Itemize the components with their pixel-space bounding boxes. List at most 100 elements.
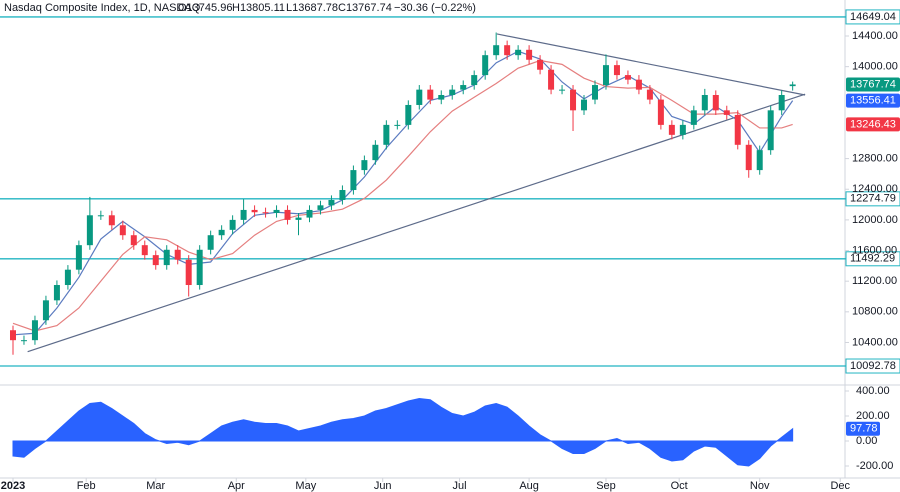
candle-body xyxy=(690,110,697,125)
x-tick-label: Jul xyxy=(453,480,467,492)
candle xyxy=(64,265,71,290)
candle xyxy=(657,95,664,130)
ohlc-high: H13805.11 xyxy=(232,2,285,14)
candle-body xyxy=(42,300,49,321)
x-tick-label: Sep xyxy=(596,480,616,492)
candle xyxy=(405,100,412,130)
candle xyxy=(767,105,774,155)
ohlc-close: C13767.74 xyxy=(338,2,392,14)
candle-body xyxy=(405,104,412,125)
candle-body xyxy=(624,75,631,80)
osc-y-tick-label: 0.00 xyxy=(856,435,877,447)
candle xyxy=(152,250,159,270)
candle-body xyxy=(163,249,170,266)
candle-body xyxy=(493,45,500,56)
candle-body xyxy=(778,95,785,111)
ohlc-low: L13687.78 xyxy=(286,2,338,14)
osc-badge-label: 97.78 xyxy=(850,423,878,435)
x-tick-label: Oct xyxy=(671,480,688,492)
x-tick-label: Mar xyxy=(146,480,165,492)
candle-body xyxy=(767,110,774,151)
candle-body xyxy=(207,235,214,250)
level-label-box xyxy=(845,9,900,25)
candle xyxy=(394,120,401,130)
y-tick-label: 14400.00 xyxy=(852,30,898,42)
candle xyxy=(185,255,192,297)
x-tick-label: Apr xyxy=(228,480,245,492)
candle-body xyxy=(31,320,38,341)
candle-body xyxy=(613,65,620,76)
candle xyxy=(328,195,335,210)
candle xyxy=(756,145,763,175)
x-tick-label: 2023 xyxy=(1,480,25,492)
price-badge xyxy=(846,77,900,92)
level-label: 12274.79 xyxy=(850,193,896,205)
candle xyxy=(581,95,588,115)
candle-body xyxy=(416,89,423,105)
candle xyxy=(31,315,38,345)
candle xyxy=(460,80,467,95)
candle-body xyxy=(152,255,159,266)
candle xyxy=(273,205,280,218)
candle-body xyxy=(328,199,335,206)
candle-body xyxy=(20,340,27,342)
candle xyxy=(251,205,258,217)
candle xyxy=(679,120,686,140)
candle xyxy=(570,85,577,132)
candle-body xyxy=(789,84,796,87)
candle xyxy=(372,140,379,165)
candle xyxy=(438,90,445,105)
candle-body xyxy=(229,219,236,230)
candle xyxy=(141,240,148,260)
candle-body xyxy=(657,99,664,125)
candle-body xyxy=(218,229,225,236)
candle-body xyxy=(570,89,577,111)
y-tick-label: 14000.00 xyxy=(852,61,898,73)
y-tick-label: 12400.00 xyxy=(852,183,898,195)
candle xyxy=(668,120,675,140)
candle xyxy=(613,60,620,80)
candle-body xyxy=(240,209,247,220)
candle xyxy=(383,120,390,150)
candle xyxy=(526,45,533,65)
candle xyxy=(690,105,697,130)
candle xyxy=(548,65,555,95)
x-tick-label: Dec xyxy=(830,480,850,492)
candle-body xyxy=(9,330,16,341)
candle-body xyxy=(745,144,752,171)
candle xyxy=(602,54,609,90)
ohlc-open: O13745.96 xyxy=(178,2,232,14)
candle-body xyxy=(306,209,313,218)
candle-body xyxy=(438,95,445,100)
y-tick-label: 10400.00 xyxy=(852,336,898,348)
candle xyxy=(174,245,181,265)
candle-body xyxy=(130,235,137,246)
candle-body xyxy=(756,150,763,171)
candle-body xyxy=(262,212,269,214)
candle xyxy=(119,220,126,240)
osc-badge xyxy=(846,421,880,436)
candle-body xyxy=(712,95,719,111)
candle xyxy=(163,245,170,270)
candle-body xyxy=(526,49,533,60)
candle xyxy=(20,335,27,345)
candle-body xyxy=(75,245,82,270)
level-label-box xyxy=(845,251,900,267)
candle-body xyxy=(185,259,192,286)
level-label-box xyxy=(845,358,900,374)
candle-body xyxy=(394,124,401,126)
candle xyxy=(75,240,82,275)
candle xyxy=(591,80,598,105)
candle xyxy=(712,90,719,115)
candle-body xyxy=(64,269,71,286)
candle xyxy=(97,210,104,220)
candle-body xyxy=(350,170,357,191)
candle xyxy=(207,230,214,255)
price-badge xyxy=(846,117,900,132)
candle xyxy=(108,210,115,230)
candle xyxy=(339,185,346,205)
candle-body xyxy=(119,225,126,236)
candle-body xyxy=(537,59,544,70)
x-tick-label: Feb xyxy=(77,480,96,492)
